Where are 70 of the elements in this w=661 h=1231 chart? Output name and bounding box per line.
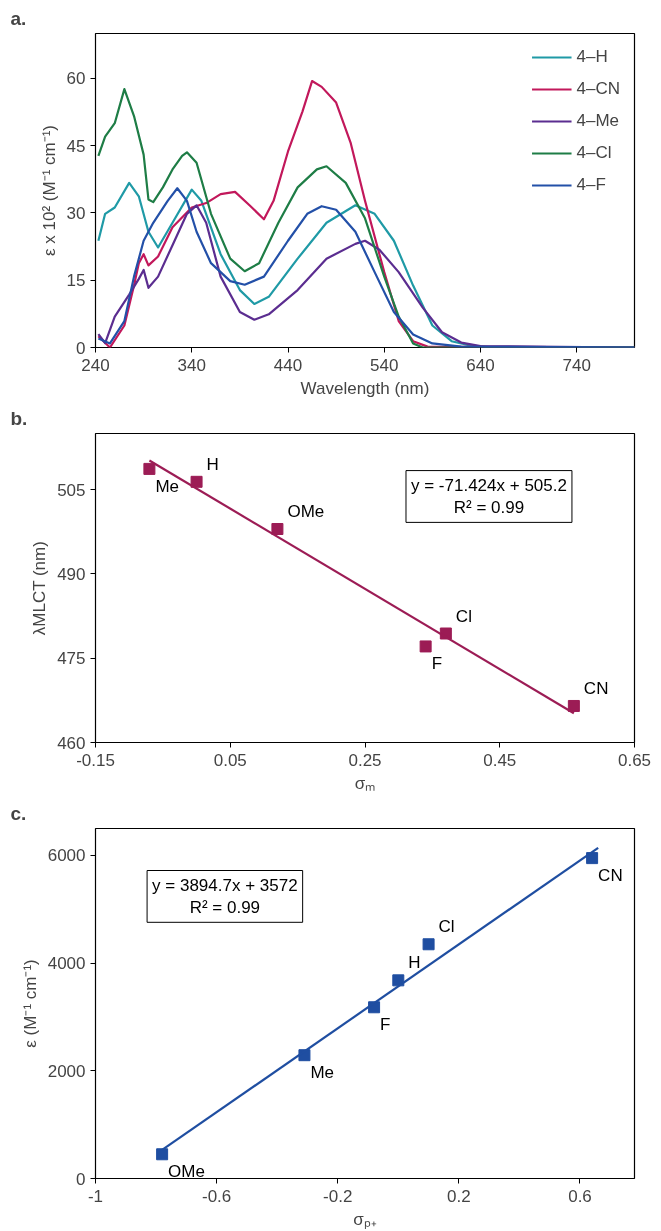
- point: [439, 627, 452, 640]
- y-tick-label: 505: [57, 480, 86, 500]
- legend-label: 4–CN: [576, 79, 620, 99]
- point: [156, 1148, 169, 1161]
- point: [422, 938, 435, 951]
- y-tick-label: 475: [57, 649, 86, 669]
- x-axis-title: Wavelength (nm): [300, 378, 430, 398]
- y-tick-label: 490: [57, 564, 86, 584]
- annotation: F: [431, 654, 443, 674]
- point: [586, 852, 599, 865]
- x-tick-label: 440: [273, 355, 303, 375]
- x-tick-label: -0.15: [76, 750, 115, 770]
- annotation: Me: [310, 1063, 335, 1083]
- point: [271, 523, 284, 536]
- x-tick-label: 240: [81, 355, 110, 375]
- annotation: OMe: [168, 1162, 205, 1182]
- annotation: R² = 0.99: [453, 498, 525, 518]
- x-tick-label: 740: [562, 355, 591, 375]
- x-tick-label: 340: [177, 355, 206, 375]
- point: [392, 974, 405, 987]
- y-tick-label: 4000: [47, 954, 86, 974]
- y-tick-label: 0: [76, 1169, 86, 1189]
- y-tick-label: 30: [66, 203, 86, 223]
- y-tick-label: 460: [57, 733, 86, 753]
- point: [298, 1049, 311, 1062]
- annotation: F: [380, 1015, 391, 1035]
- point: [190, 475, 203, 488]
- x-axis-title: σₘ: [354, 773, 376, 793]
- y-tick-label: 2000: [47, 1061, 86, 1081]
- chart-title: b.: [10, 407, 28, 429]
- point: [143, 462, 156, 475]
- y-axis-title: ε (M⁻¹ cm⁻¹): [20, 959, 40, 1048]
- x-tick-label: 0.45: [483, 750, 517, 770]
- x-tick-label: -0.6: [201, 1186, 232, 1206]
- x-tick-label: 540: [370, 355, 399, 375]
- x-tick-label: 0.25: [348, 750, 382, 770]
- annotation: CN: [598, 866, 623, 886]
- chart-title: c.: [10, 802, 27, 824]
- annotation: Cl: [455, 606, 472, 626]
- x-tick-label: 0.05: [213, 750, 247, 770]
- annotation: CN: [583, 678, 609, 698]
- x-axis-title: σₚ₊: [353, 1209, 377, 1230]
- annotation: OMe: [287, 502, 325, 522]
- point: [567, 699, 580, 712]
- y-tick-label: 0: [76, 338, 86, 358]
- legend-label: 4–Cl: [576, 143, 612, 163]
- y-tick-label: 60: [66, 69, 86, 89]
- legend-label: 4–H: [576, 47, 608, 67]
- annotation: H: [408, 953, 421, 973]
- y-tick-label: 6000: [47, 846, 86, 866]
- chart-title: a.: [10, 7, 27, 29]
- annotation: H: [206, 454, 219, 474]
- annotation: y = -71.424x + 505.2: [411, 475, 567, 495]
- x-tick-label: 0.65: [617, 750, 652, 770]
- y-tick-label: 15: [66, 271, 86, 291]
- annotation: R² = 0.99: [189, 898, 261, 918]
- point: [419, 640, 432, 653]
- x-tick-label: -0.2: [323, 1186, 353, 1206]
- annotation: Me: [155, 476, 180, 496]
- legend-label: 4–Me: [576, 111, 620, 131]
- y-axis-title: ε x 10² (M⁻¹ cm⁻¹): [39, 124, 59, 256]
- x-tick-label: 640: [466, 355, 495, 375]
- y-tick-label: 45: [66, 136, 86, 156]
- x-tick-label: -1: [87, 1186, 104, 1206]
- legend-label: 4–F: [576, 175, 606, 195]
- y-axis-title: λMLCT (nm): [30, 541, 50, 636]
- annotation: y = 3894.7x + 3572: [152, 875, 298, 895]
- x-tick-label: 0.2: [447, 1186, 471, 1206]
- x-tick-label: 0.6: [568, 1186, 592, 1206]
- annotation: Cl: [438, 917, 455, 937]
